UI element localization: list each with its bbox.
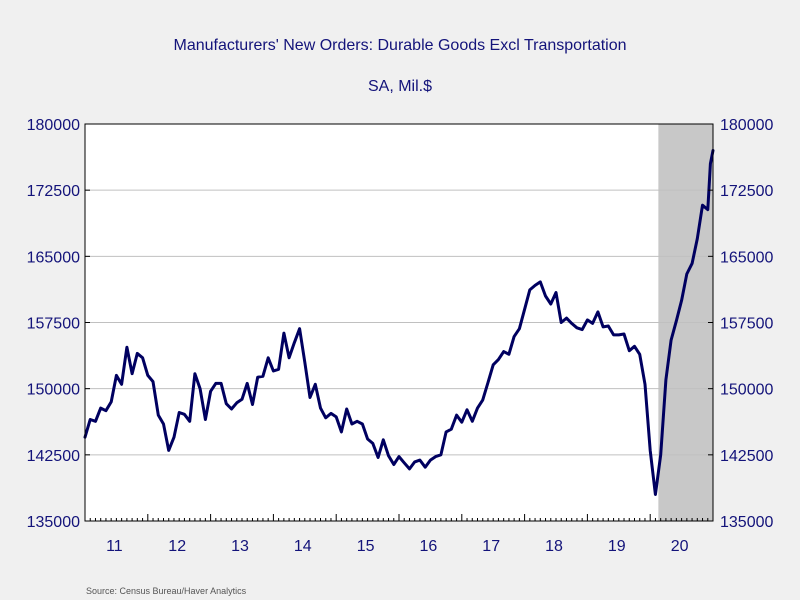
x-tick-label: 16 bbox=[420, 538, 438, 555]
x-tick-label: 13 bbox=[231, 538, 249, 555]
chart-subtitle: SA, Mil.$ bbox=[367, 78, 432, 95]
y-tick-label-right: 157500 bbox=[720, 316, 773, 333]
source-note: Source: Census Bureau/Haver Analytics bbox=[86, 586, 247, 596]
y-tick-label-right: 135000 bbox=[720, 514, 773, 531]
x-tick-label: 18 bbox=[545, 538, 563, 555]
chart-title: Manufacturers' New Orders: Durable Goods… bbox=[173, 37, 627, 54]
y-tick-label-left: 142500 bbox=[27, 448, 80, 465]
x-tick-label: 19 bbox=[608, 538, 626, 555]
y-tick-label-right: 180000 bbox=[720, 117, 773, 134]
x-tick-label: 17 bbox=[482, 538, 500, 555]
x-tick-label: 12 bbox=[168, 538, 186, 555]
x-tick-label: 14 bbox=[294, 538, 312, 555]
y-tick-label-right: 150000 bbox=[720, 382, 773, 399]
y-tick-label-left: 165000 bbox=[27, 249, 80, 266]
y-tick-label-left: 172500 bbox=[27, 183, 80, 200]
x-tick-label: 20 bbox=[671, 538, 689, 555]
x-tick-label: 11 bbox=[106, 538, 123, 555]
y-tick-label-left: 180000 bbox=[27, 117, 80, 134]
y-tick-label-left: 150000 bbox=[27, 382, 80, 399]
y-tick-label-left: 157500 bbox=[27, 316, 80, 333]
y-tick-label-right: 172500 bbox=[720, 183, 773, 200]
y-tick-label-right: 142500 bbox=[720, 448, 773, 465]
series-line bbox=[83, 149, 715, 496]
x-tick-label: 15 bbox=[357, 538, 375, 555]
y-tick-label-right: 165000 bbox=[720, 249, 773, 266]
y-tick-label-left: 135000 bbox=[27, 514, 80, 531]
